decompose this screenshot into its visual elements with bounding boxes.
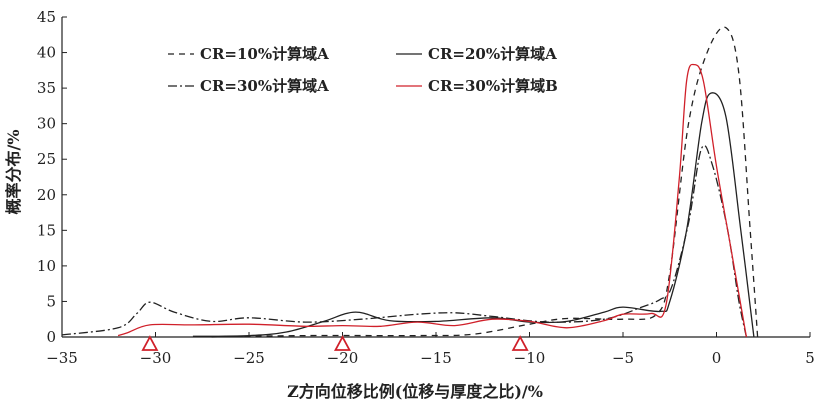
y-tick-label: 15 [37,221,56,239]
legend-label-2: CR=20%计算域A [428,45,557,63]
y-tick-label: 25 [37,150,56,168]
series-line-1 [211,26,759,338]
x-tick-label: −10 [514,349,546,367]
y-tick-label: 0 [46,328,56,346]
x-tick-label: −20 [327,349,359,367]
x-tick-label: −35 [46,349,78,367]
series-line-3 [61,144,748,338]
y-tick-label: 20 [37,186,56,204]
triangle-marker [141,335,159,351]
x-tick-label: 0 [712,349,722,367]
x-tick-label: −30 [140,349,172,367]
legend-label-3: CR=30%计算域A [200,77,329,95]
legend-label-4: CR=30%计算域B [428,77,558,95]
y-axis-label: 概率分布/% [4,129,23,214]
triangle-marker [333,335,352,351]
plot-area [61,26,759,338]
series-line-4 [117,63,748,338]
x-axis-label: Z方向位移比例(位移与厚度之比)/% [287,382,543,401]
legend: CR=10%计算域A CR=20%计算域A CR=30%计算域A CR=30%计算域B [168,45,558,95]
x-tick-label: 5 [805,349,815,367]
y-tick-label: 40 [37,44,56,62]
y-tick-label: 45 [37,8,56,26]
x-tick-label: −15 [420,349,452,367]
y-tick-label: 5 [46,292,56,310]
series-line-2 [192,92,755,338]
axes: 0 5 10 15 20 25 30 35 40 45 −35 −30 −25 −20 −15 −10 −5 0 5 [37,8,815,367]
triangle-marker [511,335,529,351]
legend-label-1: CR=10%计算域A [200,45,329,63]
x-markers [141,335,529,351]
y-tick-label: 10 [37,257,56,275]
y-tick-label: 30 [37,115,56,133]
x-tick-label: −25 [233,349,265,367]
y-tick-label: 35 [37,79,56,97]
x-tick-label: −5 [612,349,634,367]
